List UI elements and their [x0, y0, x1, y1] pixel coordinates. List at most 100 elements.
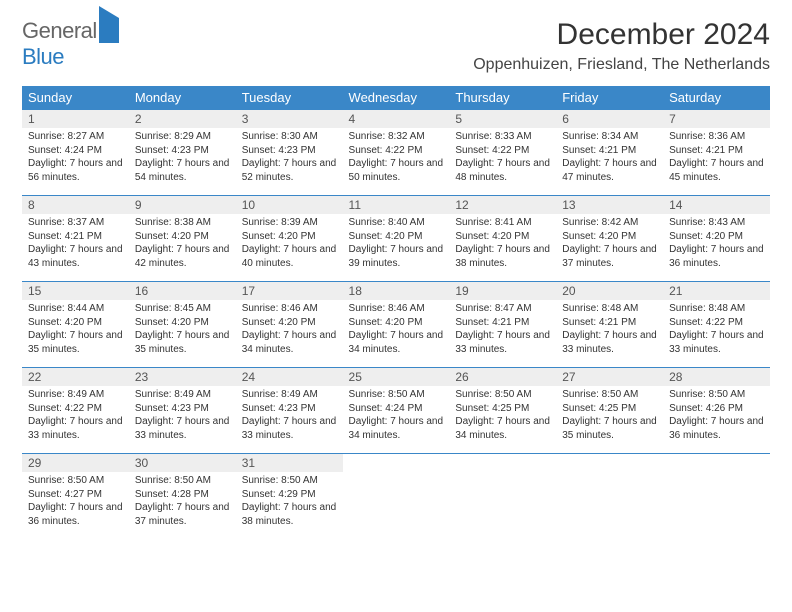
day-number: 16 — [129, 282, 236, 300]
calendar-day-cell: 24Sunrise: 8:49 AMSunset: 4:23 PMDayligh… — [236, 368, 343, 454]
day-details: Sunrise: 8:41 AMSunset: 4:20 PMDaylight:… — [449, 214, 556, 274]
calendar-day-cell: 16Sunrise: 8:45 AMSunset: 4:20 PMDayligh… — [129, 282, 236, 368]
weekday-header: Sunday — [22, 86, 129, 110]
calendar-day-cell: .. — [343, 454, 450, 540]
day-details: Sunrise: 8:29 AMSunset: 4:23 PMDaylight:… — [129, 128, 236, 188]
day-details: Sunrise: 8:46 AMSunset: 4:20 PMDaylight:… — [343, 300, 450, 360]
calendar-body: 1Sunrise: 8:27 AMSunset: 4:24 PMDaylight… — [22, 110, 770, 540]
day-details: Sunrise: 8:33 AMSunset: 4:22 PMDaylight:… — [449, 128, 556, 188]
day-details: Sunrise: 8:46 AMSunset: 4:20 PMDaylight:… — [236, 300, 343, 360]
day-number: 19 — [449, 282, 556, 300]
calendar-day-cell: 17Sunrise: 8:46 AMSunset: 4:20 PMDayligh… — [236, 282, 343, 368]
day-details: Sunrise: 8:36 AMSunset: 4:21 PMDaylight:… — [663, 128, 770, 188]
calendar-day-cell: 14Sunrise: 8:43 AMSunset: 4:20 PMDayligh… — [663, 196, 770, 282]
calendar-day-cell: 26Sunrise: 8:50 AMSunset: 4:25 PMDayligh… — [449, 368, 556, 454]
day-details: Sunrise: 8:44 AMSunset: 4:20 PMDaylight:… — [22, 300, 129, 360]
header: General Blue December 2024 Oppenhuizen, … — [22, 18, 770, 80]
day-number: 7 — [663, 110, 770, 128]
day-details: Sunrise: 8:45 AMSunset: 4:20 PMDaylight:… — [129, 300, 236, 360]
weekday-header: Saturday — [663, 86, 770, 110]
day-number: 3 — [236, 110, 343, 128]
page-title: December 2024 — [473, 18, 770, 52]
calendar-day-cell: 21Sunrise: 8:48 AMSunset: 4:22 PMDayligh… — [663, 282, 770, 368]
day-details: Sunrise: 8:50 AMSunset: 4:29 PMDaylight:… — [236, 472, 343, 532]
day-number: 11 — [343, 196, 450, 214]
day-details: Sunrise: 8:40 AMSunset: 4:20 PMDaylight:… — [343, 214, 450, 274]
calendar-day-cell: 25Sunrise: 8:50 AMSunset: 4:24 PMDayligh… — [343, 368, 450, 454]
calendar-day-cell: 7Sunrise: 8:36 AMSunset: 4:21 PMDaylight… — [663, 110, 770, 196]
day-details: Sunrise: 8:50 AMSunset: 4:25 PMDaylight:… — [449, 386, 556, 446]
weekday-header-row: SundayMondayTuesdayWednesdayThursdayFrid… — [22, 86, 770, 110]
day-details: Sunrise: 8:50 AMSunset: 4:26 PMDaylight:… — [663, 386, 770, 446]
day-number: 30 — [129, 454, 236, 472]
day-details: Sunrise: 8:49 AMSunset: 4:22 PMDaylight:… — [22, 386, 129, 446]
calendar-day-cell: .. — [449, 454, 556, 540]
day-number: 2 — [129, 110, 236, 128]
day-details: Sunrise: 8:50 AMSunset: 4:28 PMDaylight:… — [129, 472, 236, 532]
calendar-week-row: 8Sunrise: 8:37 AMSunset: 4:21 PMDaylight… — [22, 196, 770, 282]
calendar-day-cell: 31Sunrise: 8:50 AMSunset: 4:29 PMDayligh… — [236, 454, 343, 540]
day-number: 25 — [343, 368, 450, 386]
day-number: 27 — [556, 368, 663, 386]
day-number: 5 — [449, 110, 556, 128]
logo-text-2: Blue — [22, 44, 64, 69]
day-number: 1 — [22, 110, 129, 128]
day-details: Sunrise: 8:37 AMSunset: 4:21 PMDaylight:… — [22, 214, 129, 274]
day-details: Sunrise: 8:32 AMSunset: 4:22 PMDaylight:… — [343, 128, 450, 188]
day-details: Sunrise: 8:48 AMSunset: 4:21 PMDaylight:… — [556, 300, 663, 360]
calendar-day-cell: 12Sunrise: 8:41 AMSunset: 4:20 PMDayligh… — [449, 196, 556, 282]
calendar-day-cell: 9Sunrise: 8:38 AMSunset: 4:20 PMDaylight… — [129, 196, 236, 282]
day-details: Sunrise: 8:49 AMSunset: 4:23 PMDaylight:… — [129, 386, 236, 446]
title-block: December 2024 Oppenhuizen, Friesland, Th… — [473, 18, 770, 80]
calendar-day-cell: 29Sunrise: 8:50 AMSunset: 4:27 PMDayligh… — [22, 454, 129, 540]
day-number: 26 — [449, 368, 556, 386]
calendar-day-cell: 11Sunrise: 8:40 AMSunset: 4:20 PMDayligh… — [343, 196, 450, 282]
day-details: Sunrise: 8:38 AMSunset: 4:20 PMDaylight:… — [129, 214, 236, 274]
calendar-day-cell: 1Sunrise: 8:27 AMSunset: 4:24 PMDaylight… — [22, 110, 129, 196]
calendar-day-cell: 10Sunrise: 8:39 AMSunset: 4:20 PMDayligh… — [236, 196, 343, 282]
calendar-day-cell: 23Sunrise: 8:49 AMSunset: 4:23 PMDayligh… — [129, 368, 236, 454]
day-number: 9 — [129, 196, 236, 214]
calendar-day-cell: 22Sunrise: 8:49 AMSunset: 4:22 PMDayligh… — [22, 368, 129, 454]
calendar-day-cell: 6Sunrise: 8:34 AMSunset: 4:21 PMDaylight… — [556, 110, 663, 196]
calendar-week-row: 22Sunrise: 8:49 AMSunset: 4:22 PMDayligh… — [22, 368, 770, 454]
day-number: 17 — [236, 282, 343, 300]
day-number: 22 — [22, 368, 129, 386]
day-number: 20 — [556, 282, 663, 300]
calendar-day-cell: 18Sunrise: 8:46 AMSunset: 4:20 PMDayligh… — [343, 282, 450, 368]
logo-triangle-icon — [99, 6, 119, 43]
calendar-day-cell: .. — [663, 454, 770, 540]
calendar-table: SundayMondayTuesdayWednesdayThursdayFrid… — [22, 86, 770, 540]
day-details: Sunrise: 8:30 AMSunset: 4:23 PMDaylight:… — [236, 128, 343, 188]
calendar-week-row: 15Sunrise: 8:44 AMSunset: 4:20 PMDayligh… — [22, 282, 770, 368]
day-number: 4 — [343, 110, 450, 128]
calendar-week-row: 29Sunrise: 8:50 AMSunset: 4:27 PMDayligh… — [22, 454, 770, 540]
day-number: 28 — [663, 368, 770, 386]
calendar-day-cell: 15Sunrise: 8:44 AMSunset: 4:20 PMDayligh… — [22, 282, 129, 368]
day-details: Sunrise: 8:48 AMSunset: 4:22 PMDaylight:… — [663, 300, 770, 360]
location-text: Oppenhuizen, Friesland, The Netherlands — [473, 56, 770, 74]
day-details: Sunrise: 8:50 AMSunset: 4:24 PMDaylight:… — [343, 386, 450, 446]
weekday-header: Monday — [129, 86, 236, 110]
day-details: Sunrise: 8:50 AMSunset: 4:25 PMDaylight:… — [556, 386, 663, 446]
day-details: Sunrise: 8:42 AMSunset: 4:20 PMDaylight:… — [556, 214, 663, 274]
calendar-day-cell: 30Sunrise: 8:50 AMSunset: 4:28 PMDayligh… — [129, 454, 236, 540]
calendar-day-cell: 19Sunrise: 8:47 AMSunset: 4:21 PMDayligh… — [449, 282, 556, 368]
calendar-day-cell: 4Sunrise: 8:32 AMSunset: 4:22 PMDaylight… — [343, 110, 450, 196]
day-number: 23 — [129, 368, 236, 386]
calendar-day-cell: 13Sunrise: 8:42 AMSunset: 4:20 PMDayligh… — [556, 196, 663, 282]
day-number: 18 — [343, 282, 450, 300]
day-details: Sunrise: 8:47 AMSunset: 4:21 PMDaylight:… — [449, 300, 556, 360]
calendar-day-cell: 3Sunrise: 8:30 AMSunset: 4:23 PMDaylight… — [236, 110, 343, 196]
day-number: 8 — [22, 196, 129, 214]
day-details: Sunrise: 8:49 AMSunset: 4:23 PMDaylight:… — [236, 386, 343, 446]
day-number: 10 — [236, 196, 343, 214]
day-number: 24 — [236, 368, 343, 386]
calendar-day-cell: 27Sunrise: 8:50 AMSunset: 4:25 PMDayligh… — [556, 368, 663, 454]
calendar-day-cell: 5Sunrise: 8:33 AMSunset: 4:22 PMDaylight… — [449, 110, 556, 196]
day-number: 14 — [663, 196, 770, 214]
logo-text-1: General — [22, 18, 97, 43]
calendar-day-cell: 8Sunrise: 8:37 AMSunset: 4:21 PMDaylight… — [22, 196, 129, 282]
weekday-header: Friday — [556, 86, 663, 110]
day-number: 31 — [236, 454, 343, 472]
